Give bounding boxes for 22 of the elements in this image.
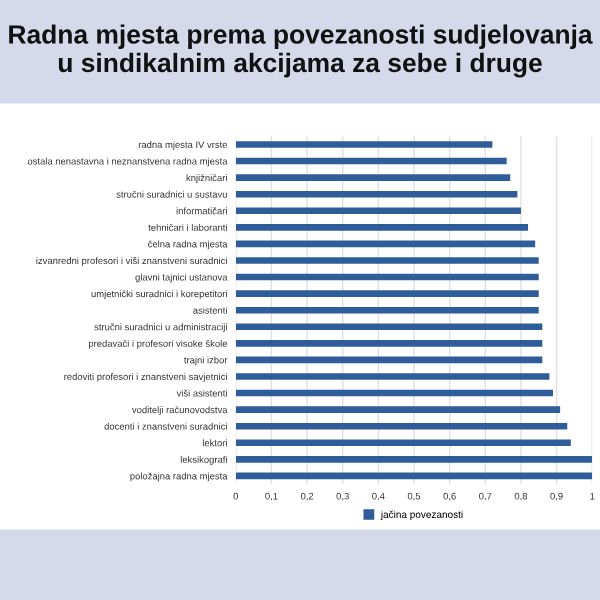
bar bbox=[235, 439, 571, 447]
bar bbox=[235, 174, 511, 181]
bar bbox=[235, 290, 539, 297]
bar bbox=[235, 472, 593, 480]
bar bbox=[235, 224, 529, 231]
bar bbox=[235, 240, 536, 248]
bar bbox=[235, 422, 568, 430]
bar bbox=[235, 323, 543, 331]
bar bbox=[235, 207, 521, 215]
bar bbox=[235, 141, 493, 148]
bar bbox=[235, 456, 593, 463]
bar bbox=[235, 273, 539, 281]
bar bbox=[235, 190, 518, 198]
bar bbox=[235, 406, 561, 413]
chart-title: Radna mjesta prema povezanosti sudjelovanja u sindikalnim akcijama za sebe i druge bbox=[9, 24, 593, 78]
bar bbox=[235, 356, 543, 364]
bar bbox=[235, 306, 539, 314]
bar bbox=[235, 389, 553, 397]
bar bbox=[235, 157, 507, 165]
bar bbox=[235, 340, 543, 347]
bar bbox=[235, 373, 550, 380]
bar bbox=[235, 257, 539, 264]
